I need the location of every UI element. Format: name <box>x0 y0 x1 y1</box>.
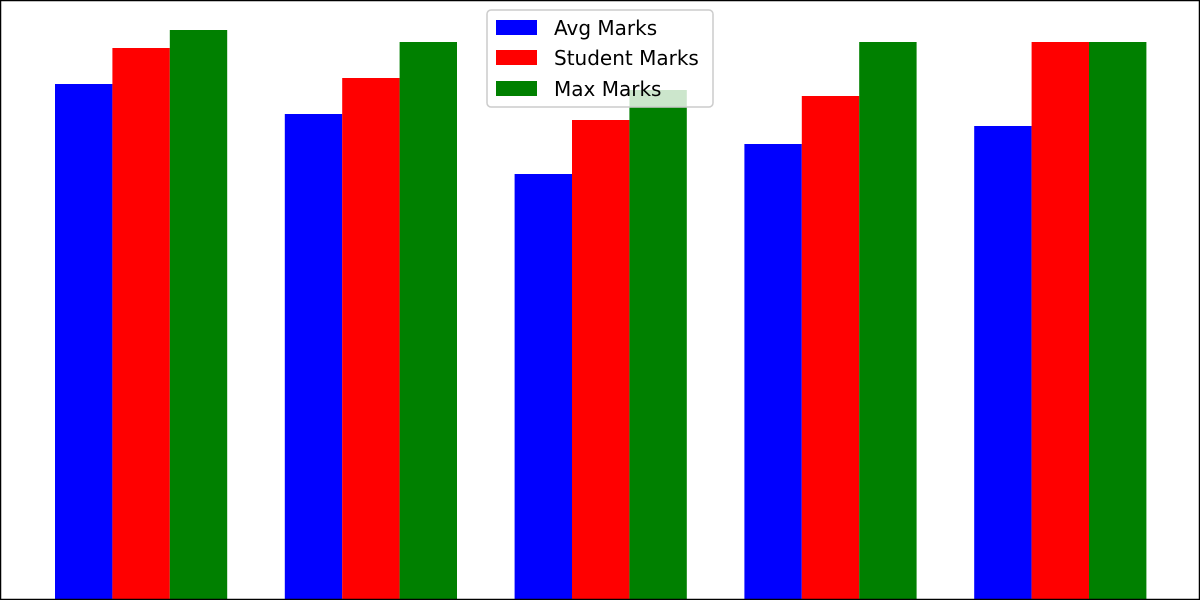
legend-swatch-avg-marks <box>496 20 537 35</box>
legend-label-max-marks: Max Marks <box>554 77 661 101</box>
legend-label-avg-marks: Avg Marks <box>554 16 657 40</box>
bar-avg-marks-3 <box>514 174 572 600</box>
legend: Avg Marks Student Marks Max Marks <box>486 9 714 108</box>
bar-max-marks-1 <box>169 30 228 600</box>
bar-student-marks-3 <box>572 120 630 600</box>
bar-max-marks-3 <box>629 90 687 600</box>
bars-group <box>55 30 1147 600</box>
bar-student-marks-5 <box>1031 42 1089 600</box>
bar-avg-marks-2 <box>284 114 343 600</box>
legend-box <box>486 9 714 108</box>
bar-avg-marks-5 <box>974 126 1032 600</box>
legend-label-student-marks: Student Marks <box>554 46 699 70</box>
bar-student-marks-1 <box>112 48 170 600</box>
legend-swatch-max-marks <box>496 81 537 96</box>
bar-max-marks-4 <box>859 42 917 600</box>
bar-max-marks-5 <box>1089 42 1147 600</box>
bar-student-marks-2 <box>342 78 400 600</box>
bar-avg-marks-4 <box>744 144 802 600</box>
bar-max-marks-2 <box>399 42 457 600</box>
bar-student-marks-4 <box>801 96 860 600</box>
legend-swatch-student-marks <box>496 50 537 65</box>
bar-avg-marks-1 <box>55 84 113 600</box>
